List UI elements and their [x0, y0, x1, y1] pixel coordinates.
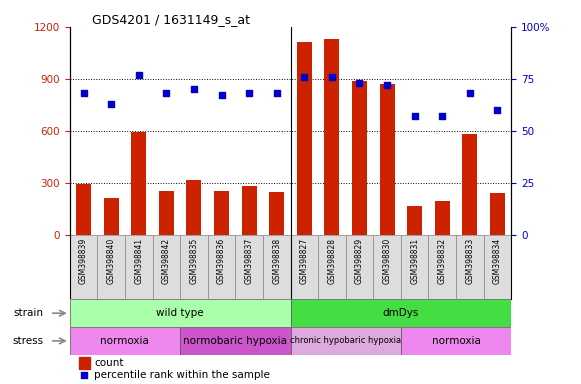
- Point: [493, 107, 502, 113]
- Point: [189, 86, 199, 92]
- Bar: [131, 132, 146, 235]
- Point: [272, 90, 281, 96]
- Point: [162, 90, 171, 96]
- Point: [465, 90, 475, 96]
- Bar: [379, 84, 394, 235]
- Bar: [269, 192, 284, 235]
- Bar: [290, 327, 401, 355]
- Text: GSM398836: GSM398836: [217, 238, 226, 284]
- Text: GSM398841: GSM398841: [134, 238, 143, 284]
- Bar: [297, 43, 312, 235]
- Bar: [290, 300, 511, 327]
- Point: [79, 372, 88, 378]
- Bar: [242, 186, 257, 235]
- Bar: [484, 235, 511, 300]
- Bar: [208, 235, 235, 300]
- Bar: [374, 235, 401, 300]
- Point: [355, 80, 364, 86]
- Text: GSM398833: GSM398833: [465, 238, 474, 284]
- Text: GDS4201 / 1631149_s_at: GDS4201 / 1631149_s_at: [92, 13, 250, 26]
- Bar: [263, 235, 290, 300]
- Point: [410, 113, 419, 119]
- Bar: [103, 198, 119, 235]
- Text: stress: stress: [12, 336, 43, 346]
- Text: GSM398832: GSM398832: [438, 238, 447, 284]
- Bar: [324, 39, 339, 235]
- Bar: [214, 190, 229, 235]
- Bar: [290, 235, 318, 300]
- Bar: [152, 235, 180, 300]
- Point: [245, 90, 254, 96]
- Bar: [407, 206, 422, 235]
- Bar: [98, 235, 125, 300]
- Bar: [187, 180, 202, 235]
- Text: GSM398829: GSM398829: [355, 238, 364, 284]
- Bar: [159, 190, 174, 235]
- Text: GSM398827: GSM398827: [300, 238, 309, 284]
- Bar: [456, 235, 484, 300]
- Text: count: count: [94, 358, 124, 368]
- Text: percentile rank within the sample: percentile rank within the sample: [94, 370, 270, 380]
- Text: GSM398837: GSM398837: [245, 238, 253, 284]
- Text: chronic hypobaric hypoxia: chronic hypobaric hypoxia: [290, 336, 401, 345]
- Text: GSM398830: GSM398830: [383, 238, 392, 284]
- Bar: [180, 327, 290, 355]
- Point: [79, 90, 88, 96]
- Text: GSM398839: GSM398839: [79, 238, 88, 284]
- Text: wild type: wild type: [156, 308, 204, 318]
- Point: [382, 82, 392, 88]
- Text: strain: strain: [13, 308, 43, 318]
- Point: [106, 101, 116, 107]
- Bar: [429, 235, 456, 300]
- Text: normoxia: normoxia: [101, 336, 149, 346]
- Bar: [462, 134, 478, 235]
- Point: [217, 93, 226, 99]
- Point: [327, 74, 336, 80]
- Bar: [490, 193, 505, 235]
- Text: GSM398835: GSM398835: [189, 238, 198, 284]
- Bar: [346, 235, 374, 300]
- Point: [300, 74, 309, 80]
- Bar: [78, 357, 89, 369]
- Text: normoxia: normoxia: [432, 336, 480, 346]
- Bar: [401, 327, 511, 355]
- Point: [134, 71, 144, 78]
- Text: GSM398838: GSM398838: [272, 238, 281, 284]
- Bar: [125, 235, 152, 300]
- Text: GSM398842: GSM398842: [162, 238, 171, 284]
- Bar: [318, 235, 346, 300]
- Text: GSM398834: GSM398834: [493, 238, 502, 284]
- Bar: [70, 235, 98, 300]
- Bar: [352, 81, 367, 235]
- Bar: [76, 184, 91, 235]
- Bar: [180, 235, 208, 300]
- Bar: [70, 300, 290, 327]
- Text: normobaric hypoxia: normobaric hypoxia: [183, 336, 288, 346]
- Text: GSM398828: GSM398828: [328, 238, 336, 284]
- Bar: [235, 235, 263, 300]
- Text: GSM398840: GSM398840: [107, 238, 116, 284]
- Bar: [70, 327, 180, 355]
- Text: dmDys: dmDys: [383, 308, 419, 318]
- Text: GSM398831: GSM398831: [410, 238, 419, 284]
- Point: [437, 113, 447, 119]
- Bar: [435, 201, 450, 235]
- Bar: [401, 235, 429, 300]
